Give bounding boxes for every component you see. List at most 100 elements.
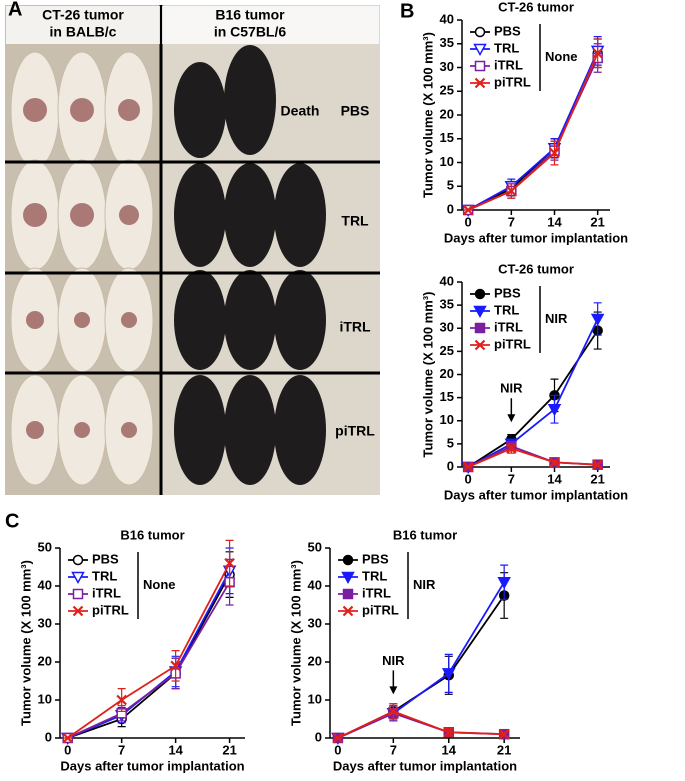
y-tick-label: 25	[440, 343, 454, 358]
y-tick-label: 20	[38, 653, 52, 668]
marker	[497, 576, 511, 590]
legend-label: TRL	[494, 40, 519, 55]
marker	[72, 554, 84, 566]
x-tick-label: 14	[547, 471, 562, 486]
marker	[592, 47, 603, 59]
x-tick-label: 21	[497, 742, 511, 757]
y-tick-label: 50	[38, 539, 52, 554]
y-tick-label: 20	[440, 366, 454, 381]
series-line	[467, 447, 598, 468]
x-tick-label: 0	[465, 214, 472, 229]
marker	[224, 557, 235, 569]
legend-label: piTRL	[494, 336, 531, 351]
marker	[170, 660, 181, 672]
row-label: TRL	[341, 213, 369, 229]
row-label: iTRL	[339, 319, 371, 335]
x-tick-label: 7	[390, 742, 397, 757]
x-tick-label: 7	[508, 214, 515, 229]
column-label: CT-26 tumor	[42, 7, 124, 23]
marker	[72, 588, 84, 600]
x-tick-label: 21	[222, 742, 236, 757]
chart-title: B16 tumor	[393, 527, 457, 542]
legend-label: piTRL	[92, 602, 129, 617]
annotation-arrowhead	[389, 686, 398, 695]
legend-label: TRL	[362, 568, 387, 583]
marker	[474, 322, 486, 334]
group-label: None	[545, 49, 578, 64]
row-label: PBS	[341, 103, 370, 119]
marker	[474, 26, 486, 38]
x-tick-label: 7	[508, 471, 515, 486]
annotation: NIR	[500, 381, 523, 396]
marker	[71, 571, 85, 585]
x-tick-label: 21	[590, 214, 604, 229]
y-tick-label: 40	[440, 11, 454, 26]
marker	[72, 605, 84, 617]
x-axis-label: Days after tumor implantation	[444, 230, 628, 245]
marker	[473, 43, 487, 57]
y-axis-label: Tumor volume (X 100 mm³)	[420, 292, 435, 458]
legend-label: piTRL	[494, 74, 531, 89]
x-tick-label: 21	[590, 471, 604, 486]
marker	[549, 147, 560, 159]
photo: CT-26 tumor in BALB/c B16 tumor in C57BL…	[5, 5, 380, 495]
y-tick-label: 50	[308, 539, 322, 554]
legend-label: PBS	[494, 23, 521, 38]
y-tick-label: 25	[440, 83, 454, 98]
legend-label: PBS	[362, 551, 389, 566]
y-tick-label: 15	[440, 389, 454, 404]
marker	[547, 403, 562, 417]
marker	[474, 77, 486, 89]
marker	[474, 339, 486, 351]
series-line	[467, 50, 599, 211]
x-axis-label: Days after tumor implantation	[60, 758, 244, 773]
y-tick-label: 0	[447, 458, 454, 473]
group-label: NIR	[413, 577, 436, 592]
y-tick-label: 10	[440, 412, 454, 427]
legend-label: PBS	[92, 551, 119, 566]
series-line	[67, 574, 231, 739]
y-tick-label: 35	[440, 297, 454, 312]
chart-title: CT-26 tumor	[498, 261, 574, 276]
y-tick-label: 0	[315, 729, 322, 744]
group-label: None	[143, 577, 176, 592]
marker	[341, 571, 355, 585]
marker	[590, 313, 605, 327]
marker	[549, 457, 560, 468]
marker	[443, 727, 455, 738]
marker	[332, 732, 344, 744]
y-tick-label: 40	[440, 273, 454, 288]
x-tick-label: 0	[64, 742, 71, 757]
column-label: in BALB/c	[50, 24, 117, 40]
column-label: B16 tumor	[215, 7, 285, 23]
panel-label: A	[8, 0, 22, 20]
marker	[498, 728, 510, 740]
legend-label: piTRL	[362, 602, 399, 617]
x-tick-label: 14	[168, 742, 183, 757]
legend-label: iTRL	[362, 585, 391, 600]
marker	[506, 443, 517, 454]
series-line	[467, 318, 599, 468]
y-tick-label: 20	[440, 106, 454, 121]
tumors	[23, 98, 140, 439]
marker	[116, 694, 127, 706]
annotation: NIR	[382, 653, 405, 668]
y-tick-label: 30	[440, 59, 454, 74]
death-note: Death	[281, 103, 320, 119]
marker	[388, 706, 399, 717]
marker	[462, 461, 474, 473]
y-tick-label: 10	[38, 691, 52, 706]
x-tick-label: 0	[465, 471, 472, 486]
marker	[441, 668, 456, 681]
chart-title: CT-26 tumor	[498, 0, 574, 14]
legend-label: TRL	[92, 568, 117, 583]
chart-title: B16 tumor	[120, 527, 184, 542]
photo-dividers	[5, 5, 380, 495]
x-tick-label: 14	[442, 742, 457, 757]
y-tick-label: 10	[440, 154, 454, 169]
series-line	[337, 710, 505, 739]
y-axis-label: Tumor volume (X 100 mm³)	[420, 32, 435, 198]
